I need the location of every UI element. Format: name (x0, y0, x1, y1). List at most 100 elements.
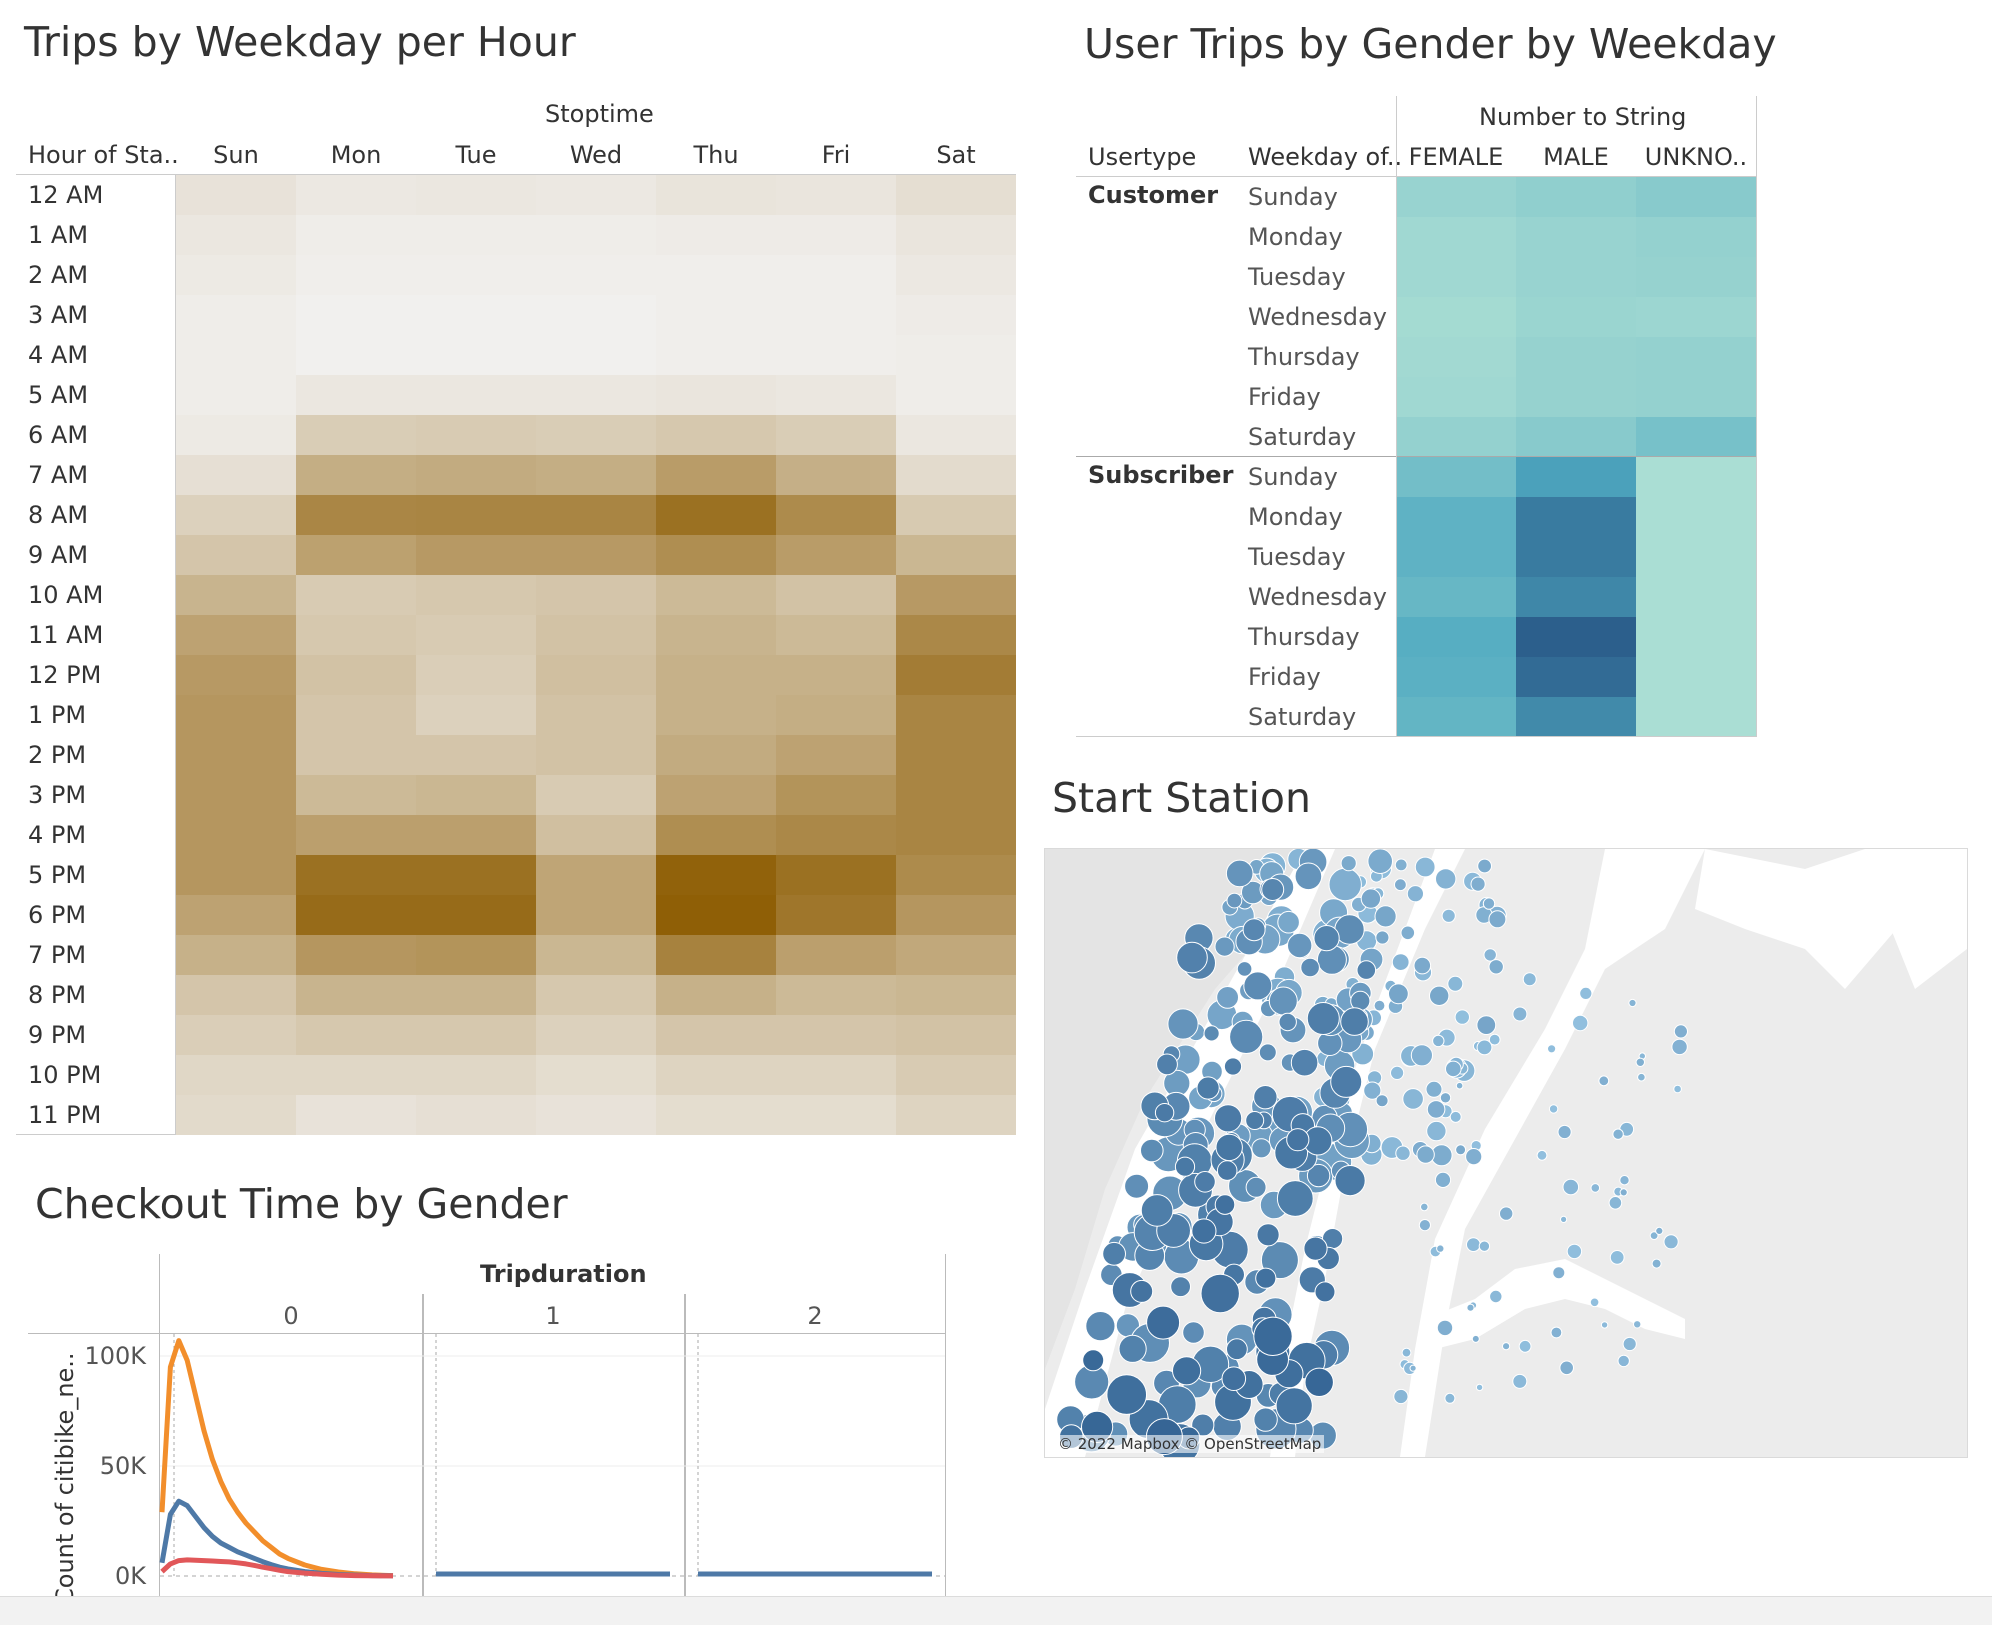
heatmap-cell[interactable] (896, 695, 1016, 735)
station-bubble[interactable] (1106, 1374, 1147, 1415)
station-bubble[interactable] (1439, 1092, 1452, 1104)
station-bubble[interactable] (1229, 1019, 1264, 1054)
hour-row-label[interactable]: 10 PM (28, 1061, 102, 1089)
heatmap-cell[interactable] (1516, 177, 1636, 217)
heatmap-cell[interactable] (416, 695, 536, 735)
station-bubble[interactable] (1635, 1057, 1645, 1068)
heatmap-cell[interactable] (776, 935, 896, 975)
station-bubble[interactable] (1278, 1012, 1297, 1032)
heatmap-cell[interactable] (176, 375, 296, 415)
heatmap-cell[interactable] (1636, 417, 1756, 457)
station-bubble[interactable] (1174, 1156, 1196, 1177)
heatmap-cell[interactable] (536, 495, 656, 535)
heatmap-cell[interactable] (776, 975, 896, 1015)
station-bubble[interactable] (1400, 925, 1416, 941)
station-bubble[interactable] (1340, 855, 1357, 872)
station-bubble[interactable] (1082, 1349, 1105, 1372)
station-bubble[interactable] (1617, 1354, 1630, 1368)
station-bubble[interactable] (1673, 1084, 1682, 1094)
heatmap-cell[interactable] (536, 535, 656, 575)
station-bubble[interactable] (1200, 1273, 1240, 1314)
station-bubble[interactable] (1476, 1039, 1493, 1056)
station-bubble[interactable] (1619, 1175, 1630, 1186)
heatmap-cell[interactable] (776, 1015, 896, 1055)
heatmap-cell[interactable] (656, 255, 776, 295)
heatmap-cell[interactable] (896, 375, 1016, 415)
heatmap-cell[interactable] (1396, 577, 1516, 617)
heatmap-cell[interactable] (896, 975, 1016, 1015)
heatmap-cell[interactable] (536, 615, 656, 655)
heatmap-cell[interactable] (896, 215, 1016, 255)
station-bubble[interactable] (1435, 868, 1457, 890)
heatmap-cell[interactable] (536, 935, 656, 975)
station-bubble[interactable] (1562, 1178, 1580, 1196)
station-bubble[interactable] (1413, 956, 1432, 975)
station-bubble[interactable] (1374, 905, 1397, 928)
heatmap-cell[interactable] (416, 455, 536, 495)
heatmap-cell[interactable] (776, 895, 896, 935)
heatmap-cell[interactable] (296, 535, 416, 575)
station-bubble[interactable] (1130, 1279, 1154, 1303)
weekday-row-label[interactable]: Sunday (1248, 463, 1338, 491)
heatmap-cell[interactable] (176, 735, 296, 775)
station-bubble[interactable] (1373, 999, 1386, 1012)
heatmap-cell[interactable] (896, 895, 1016, 935)
heatmap-cell[interactable] (896, 935, 1016, 975)
station-bubble[interactable] (1455, 1144, 1467, 1156)
heatmap-cell[interactable] (296, 495, 416, 535)
station-bubble[interactable] (1242, 918, 1266, 942)
station-bubble[interactable] (1466, 1237, 1481, 1253)
station-bubble[interactable] (1256, 1223, 1280, 1247)
heatmap-cell[interactable] (776, 495, 896, 535)
heatmap-cell[interactable] (536, 855, 656, 895)
heatmap-cell[interactable] (656, 1055, 776, 1095)
heatmap-cell[interactable] (656, 295, 776, 335)
station-bubble[interactable] (1253, 1407, 1278, 1432)
station-bubble[interactable] (1402, 1088, 1424, 1110)
station-bubble[interactable] (1465, 1148, 1483, 1166)
station-bubble[interactable] (1277, 910, 1300, 934)
station-bubble[interactable] (1294, 862, 1323, 891)
station-bubble[interactable] (1416, 1145, 1435, 1164)
station-bubble[interactable] (1216, 1160, 1238, 1181)
heatmap-cell[interactable] (416, 815, 536, 855)
station-bubble[interactable] (1191, 1218, 1217, 1244)
heatmap-cell[interactable] (416, 535, 536, 575)
hour-row-label[interactable]: 7 AM (28, 461, 89, 489)
heatmap-cell[interactable] (176, 415, 296, 455)
heatmap-cell[interactable] (1396, 657, 1516, 697)
heatmap-cell[interactable] (896, 1015, 1016, 1055)
heatmap-cell[interactable] (1636, 297, 1756, 337)
heatmap-cell[interactable] (1396, 537, 1516, 577)
station-bubble[interactable] (1172, 1356, 1202, 1386)
station-bubble[interactable] (1268, 986, 1298, 1016)
heatmap-cell[interactable] (296, 375, 416, 415)
usertype-label[interactable]: Customer (1088, 181, 1219, 209)
heatmap-cell[interactable] (416, 415, 536, 455)
heatmap-cell[interactable] (536, 1095, 656, 1135)
station-bubble[interactable] (1552, 1266, 1566, 1280)
heatmap-cell[interactable] (536, 735, 656, 775)
heatmap-cell[interactable] (1516, 217, 1636, 257)
heatmap-cell[interactable] (296, 335, 416, 375)
heatmap-cell[interactable] (1516, 617, 1636, 657)
hour-row-label[interactable]: 4 PM (28, 821, 87, 849)
weekday-column-header[interactable]: Tue (455, 141, 497, 169)
heatmap-cell[interactable] (296, 455, 416, 495)
heatmap-cell[interactable] (296, 695, 416, 735)
heatmap-cell[interactable] (1636, 217, 1756, 257)
station-bubble[interactable] (1476, 1015, 1497, 1036)
hour-row-label[interactable]: 6 PM (28, 901, 87, 929)
gender-column-header[interactable]: UNKNO.. (1644, 143, 1748, 171)
station-bubble[interactable] (1286, 1128, 1310, 1152)
heatmap-cell[interactable] (536, 1015, 656, 1055)
heatmap-cell[interactable] (176, 975, 296, 1015)
heatmap-cell[interactable] (896, 415, 1016, 455)
heatmap-cell[interactable] (536, 415, 656, 455)
heatmap-cell[interactable] (1396, 377, 1516, 417)
station-bubble[interactable] (1406, 885, 1424, 903)
station-bubble[interactable] (1522, 972, 1537, 987)
station-bubble[interactable] (1314, 1281, 1336, 1303)
hour-row-label[interactable]: 3 PM (28, 781, 87, 809)
hour-row-label[interactable]: 8 AM (28, 501, 89, 529)
